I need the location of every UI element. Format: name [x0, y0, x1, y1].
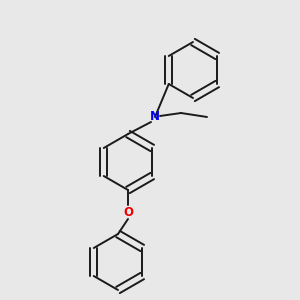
Text: N: N [150, 110, 160, 124]
Text: O: O [123, 206, 133, 218]
